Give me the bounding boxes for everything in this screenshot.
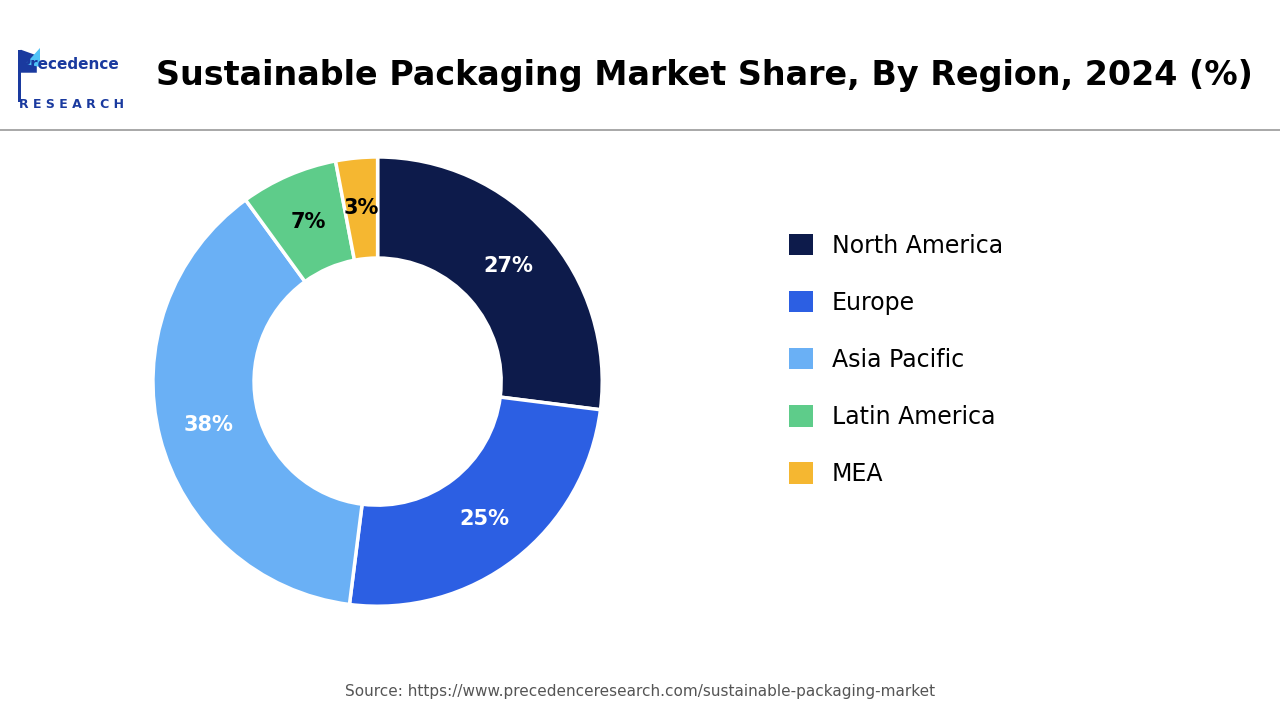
Wedge shape (349, 397, 600, 606)
Text: 7%: 7% (291, 212, 326, 232)
Wedge shape (154, 200, 362, 605)
Wedge shape (335, 157, 378, 260)
Polygon shape (20, 50, 37, 73)
Polygon shape (18, 50, 20, 102)
Wedge shape (246, 161, 355, 282)
Text: 3%: 3% (343, 198, 379, 218)
Text: Sustainable Packaging Market Share, By Region, 2024 (%): Sustainable Packaging Market Share, By R… (156, 59, 1252, 92)
Polygon shape (26, 48, 40, 67)
Text: R E S E A R C H: R E S E A R C H (19, 98, 124, 111)
Legend: North America, Europe, Asia Pacific, Latin America, MEA: North America, Europe, Asia Pacific, Lat… (780, 225, 1012, 495)
Text: Precedence: Precedence (19, 58, 119, 72)
Text: 25%: 25% (460, 509, 509, 529)
Text: 38%: 38% (184, 415, 234, 435)
Wedge shape (378, 157, 602, 410)
Text: 27%: 27% (484, 256, 534, 276)
Text: Source: https://www.precedenceresearch.com/sustainable-packaging-market: Source: https://www.precedenceresearch.c… (344, 684, 936, 698)
